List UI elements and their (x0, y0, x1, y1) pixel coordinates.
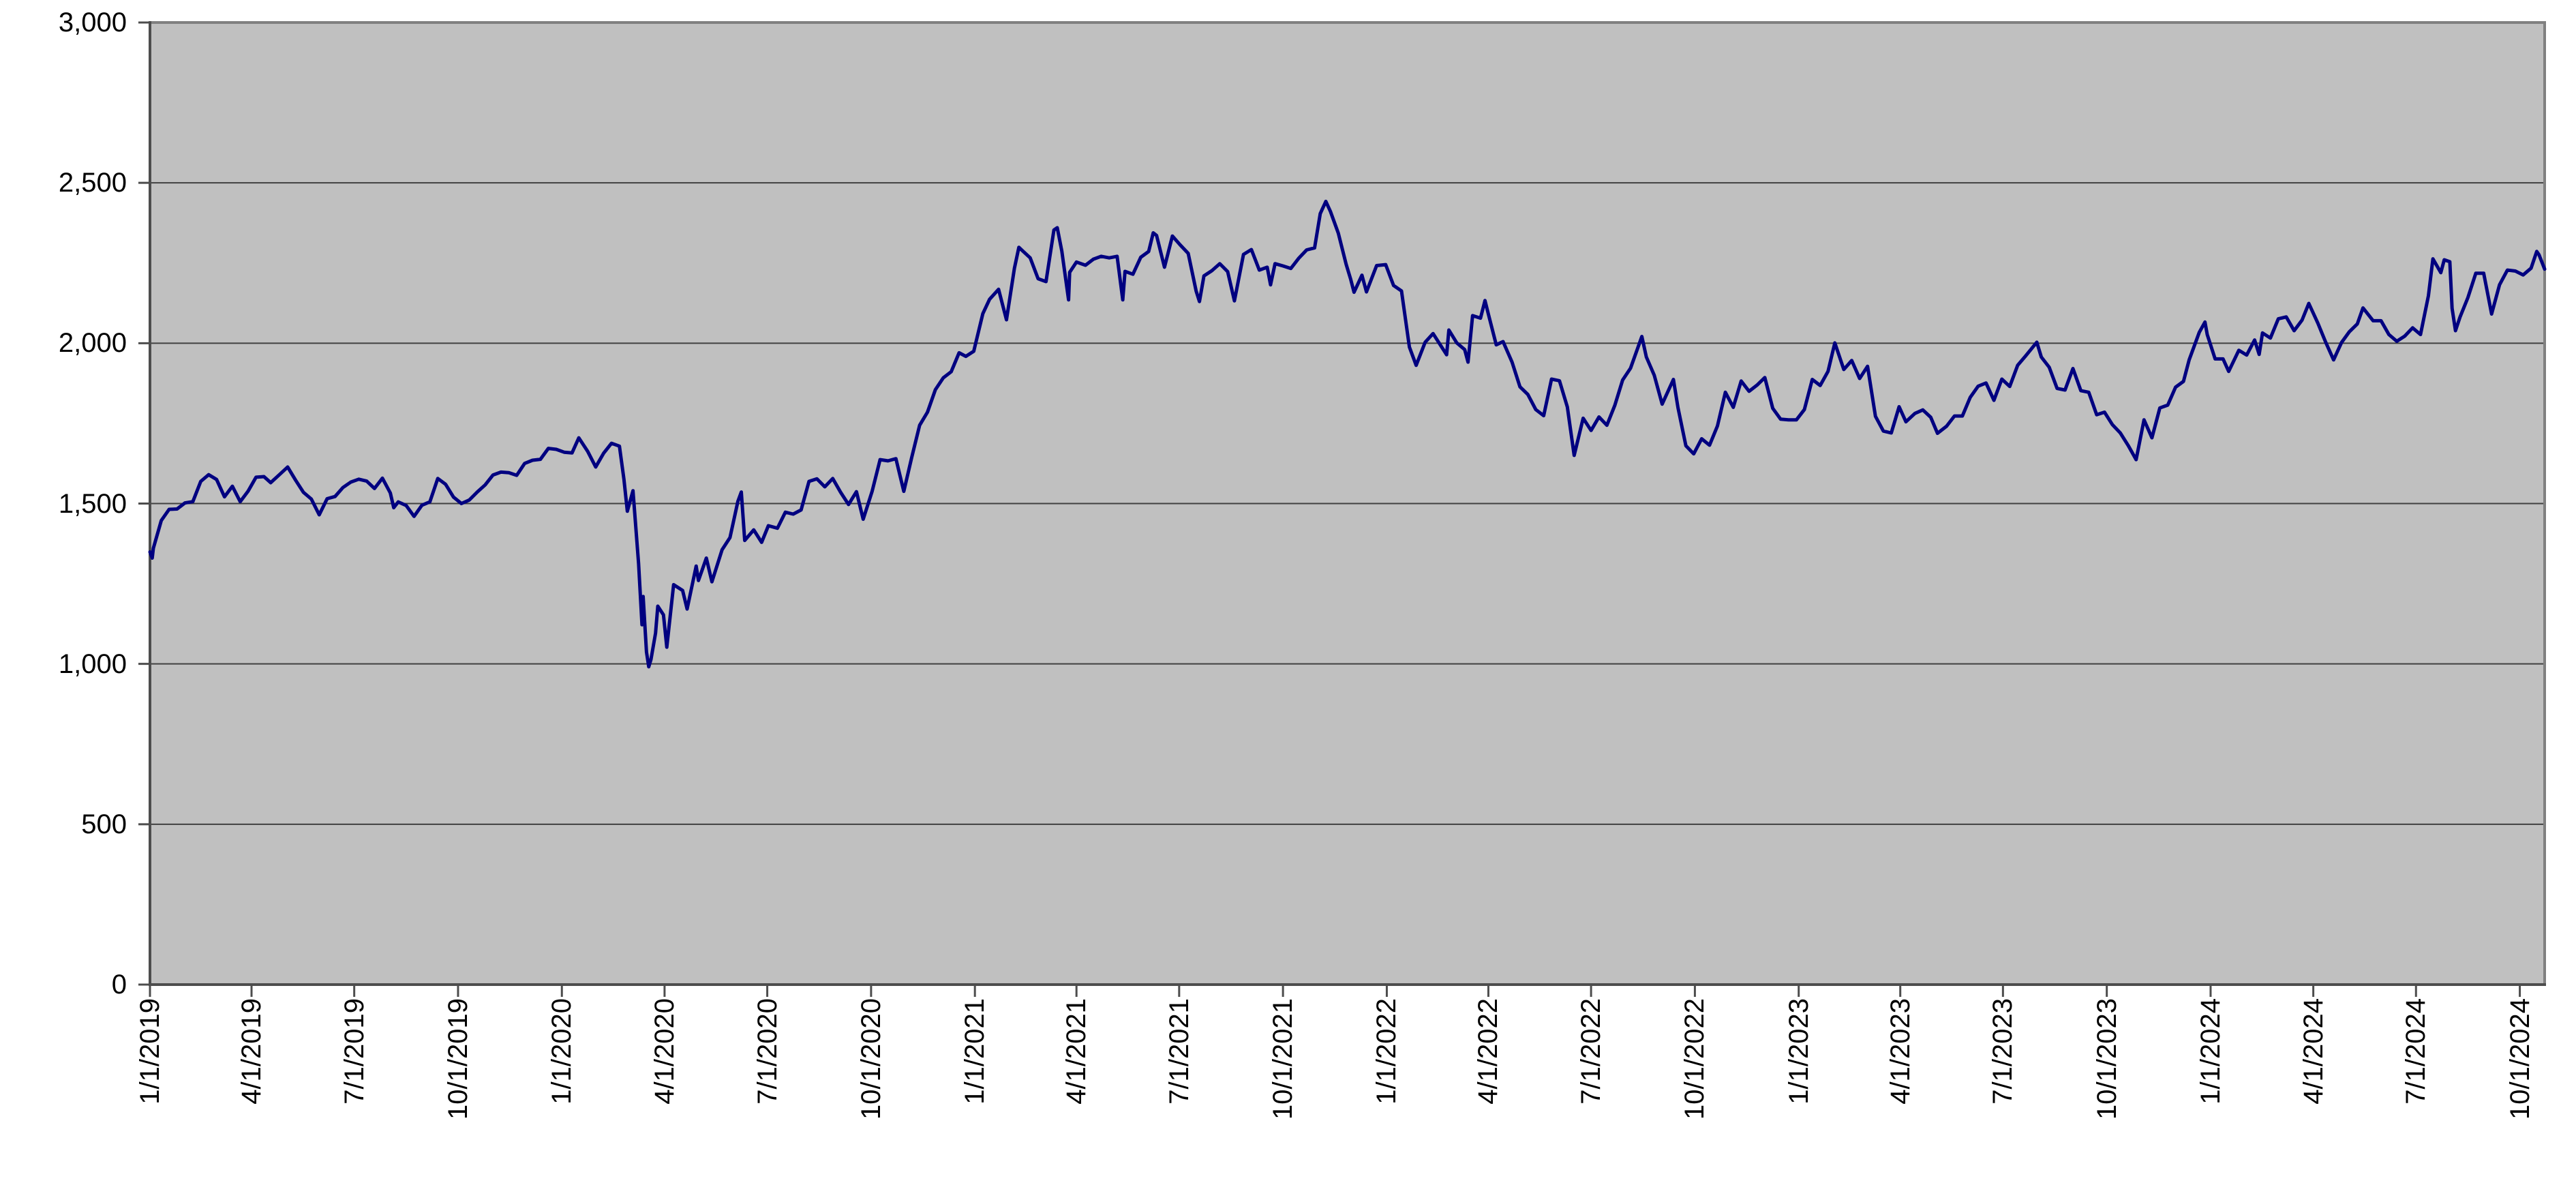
x-axis-tick-label: 4/1/2019 (236, 998, 267, 1105)
x-axis-tick-label: 7/1/2022 (1576, 998, 1607, 1105)
x-axis-tick-label: 10/1/2024 (2504, 998, 2535, 1120)
y-axis-tick-label: 2,000 (58, 328, 127, 359)
x-axis-tick-label: 4/1/2021 (1061, 998, 1092, 1105)
x-axis-tick-label: 10/1/2021 (1268, 998, 1299, 1120)
x-axis-tick-label: 1/1/2022 (1372, 998, 1402, 1105)
x-axis-tick-label: 1/1/2023 (1783, 998, 1814, 1105)
x-axis-tick-label: 10/1/2020 (855, 998, 886, 1120)
x-axis-tick-label: 7/1/2021 (1164, 998, 1194, 1105)
x-axis-tick-label: 1/1/2021 (960, 998, 990, 1105)
x-axis-tick-label: 1/1/2019 (135, 998, 165, 1105)
x-axis-tick-label: 1/1/2020 (547, 998, 577, 1105)
x-axis-tick-label: 7/1/2019 (339, 998, 369, 1105)
y-axis-tick-label: 3,000 (58, 8, 127, 38)
x-axis-tick-label: 10/1/2023 (2091, 998, 2122, 1120)
y-axis-tick-label: 2,500 (58, 168, 127, 198)
y-axis-tick-label: 1,000 (58, 648, 127, 679)
x-axis-tick-label: 10/1/2019 (442, 998, 473, 1120)
y-axis-tick-label: 500 (81, 809, 127, 839)
x-axis-tick-label: 1/1/2024 (2195, 998, 2226, 1105)
x-axis-tick-label: 7/1/2024 (2401, 998, 2431, 1105)
y-axis-tick-label: 0 (111, 970, 127, 1000)
x-axis-tick-label: 4/1/2020 (649, 998, 680, 1105)
series-line (148, 199, 2547, 669)
y-axis-tick-label: 1,500 (58, 488, 127, 519)
x-axis-tick-label: 10/1/2022 (1680, 998, 1710, 1120)
x-axis-tick-label: 7/1/2020 (752, 998, 783, 1105)
x-axis-tick-label: 4/1/2022 (1473, 998, 1504, 1105)
x-axis-tick-label: 4/1/2023 (1885, 998, 1915, 1105)
x-axis-tick-label: 7/1/2023 (1988, 998, 2018, 1105)
x-axis-tick-label: 4/1/2024 (2298, 998, 2329, 1105)
